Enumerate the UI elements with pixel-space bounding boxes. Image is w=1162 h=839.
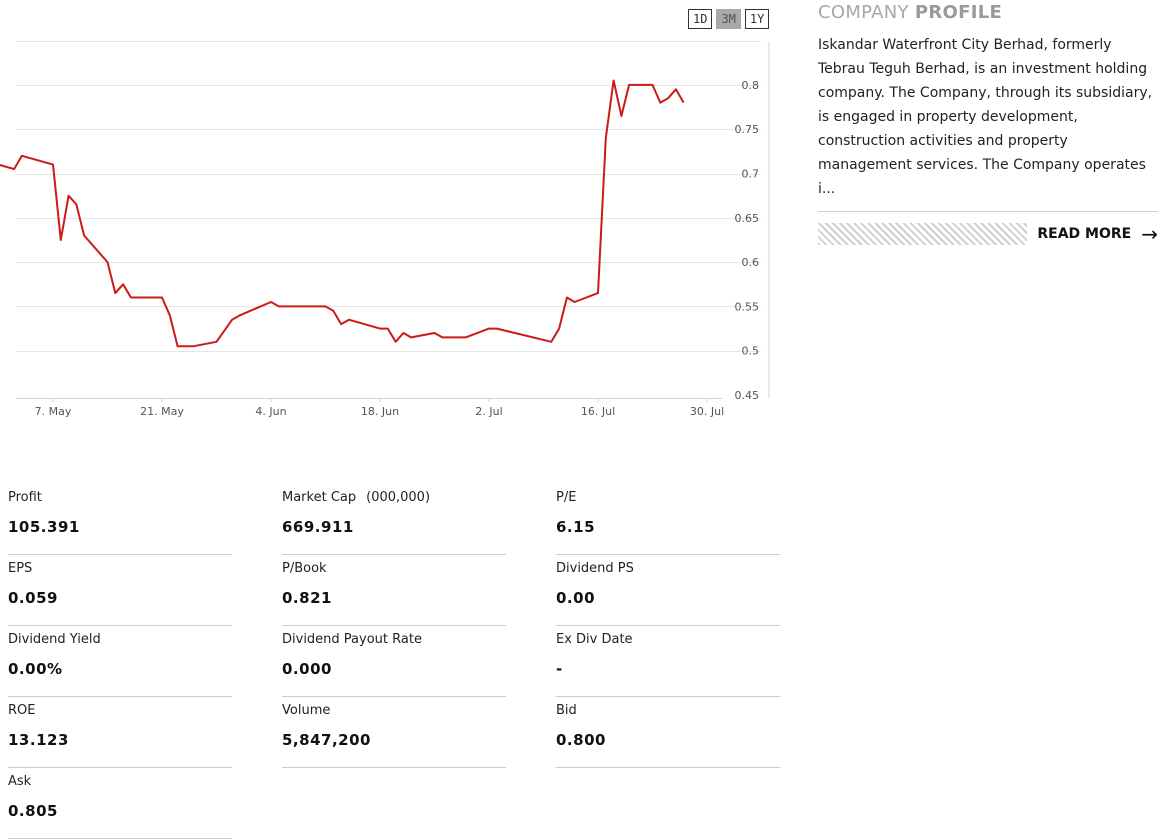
- stat-pbook: P/Book 0.821: [282, 555, 506, 626]
- stat-value: 0.821: [282, 589, 332, 607]
- stat-label-text: Market Cap: [282, 490, 357, 505]
- stat-label: Volume: [282, 703, 331, 718]
- stat-dividend-yield: Dividend Yield 0.00%: [8, 626, 232, 697]
- y-tick-label: 0.45: [735, 389, 760, 402]
- range-1y-button[interactable]: 1Y: [744, 9, 770, 29]
- x-tick-label: 7. May: [35, 405, 72, 418]
- x-tick-label: 18. Jun: [361, 405, 399, 418]
- stat-label: Dividend Yield: [8, 632, 101, 647]
- stat-dividend-ps: Dividend PS 0.00: [556, 555, 780, 626]
- range-3m-button[interactable]: 3M: [716, 9, 741, 29]
- stat-value: 5,847,200: [282, 731, 371, 749]
- x-tick-label: 21. May: [140, 405, 184, 418]
- stat-bid: Bid 0.800: [556, 697, 780, 768]
- stat-value: 0.805: [8, 802, 58, 820]
- stat-label: Ask: [8, 774, 32, 789]
- hatch-pattern: [818, 223, 1028, 245]
- stat-value: 0.800: [556, 731, 606, 749]
- price-series-line: [0, 79, 685, 348]
- stat-label: Dividend Payout Rate: [282, 632, 422, 647]
- stat-value: 6.15: [556, 518, 596, 536]
- profile-divider: [818, 211, 1158, 212]
- stat-pe: P/E 6.15: [556, 484, 780, 555]
- price-chart: 0.45 0.5 0.55 0.6 0.65 0.7 0.75 0.8 7. May 21. M…: [0, 41, 770, 418]
- x-tick-label: 30. Jul: [690, 405, 724, 418]
- y-tick-label: 0.6: [742, 256, 760, 269]
- stat-label: Ex Div Date: [556, 632, 633, 647]
- stat-label: Bid: [556, 703, 577, 718]
- profile-title: COMPANY PROFILE: [818, 2, 1158, 23]
- y-tick-label: 0.75: [735, 123, 760, 136]
- stat-label: P/Book: [282, 561, 327, 576]
- y-tick-label: 0.8: [742, 79, 760, 92]
- stat-value: 105.391: [8, 518, 80, 536]
- chart-grid: [16, 41, 761, 352]
- stat-volume: Volume 5,847,200: [282, 697, 506, 768]
- chart-axes: [16, 42, 770, 399]
- stat-value: 669.911: [282, 518, 354, 536]
- read-more-label: READ MORE: [1037, 226, 1132, 242]
- stat-roe: ROE 13.123: [8, 697, 232, 768]
- x-tick-label: 2. Jul: [475, 405, 502, 418]
- y-tick-label: 0.55: [735, 300, 760, 313]
- stat-unit: (000,000): [366, 490, 431, 505]
- profile-description: Iskandar Waterfront City Berhad, formerl…: [818, 37, 1153, 197]
- stat-value: 13.123: [8, 731, 69, 749]
- range-1d-button[interactable]: 1D: [688, 9, 713, 29]
- profile-title-light: COMPANY: [818, 2, 915, 23]
- x-axis-ticks: 7. May 21. May 4. Jun 18. Jun 2. Jul 16. Jul 3…: [35, 398, 724, 418]
- stat-market-cap: Market Cap (000,000) 669.911: [282, 484, 506, 555]
- read-more-row: READ MORE →: [818, 222, 1158, 246]
- stat-value: 0.000: [282, 660, 332, 678]
- stat-label: Dividend PS: [556, 561, 634, 576]
- stat-label: Profit: [8, 490, 42, 505]
- stat-label: P/E: [556, 490, 577, 505]
- x-tick-label: 16. Jul: [581, 405, 615, 418]
- stat-value: 0.00%: [8, 660, 63, 678]
- range-selector: 1D 3M 1Y: [688, 9, 770, 29]
- stat-ex-div-date: Ex Div Date -: [556, 626, 780, 697]
- stat-label: EPS: [8, 561, 33, 576]
- y-tick-label: 0.65: [735, 212, 760, 225]
- read-more-link[interactable]: READ MORE →: [1037, 224, 1158, 244]
- stat-label: Market Cap (000,000): [282, 490, 430, 505]
- y-tick-label: 0.7: [742, 168, 760, 181]
- stat-value: 0.00: [556, 589, 596, 607]
- stat-profit: Profit 105.391: [8, 484, 232, 555]
- x-tick-label: 4. Jun: [255, 405, 286, 418]
- stat-value: 0.059: [8, 589, 58, 607]
- stat-eps: EPS 0.059: [8, 555, 232, 626]
- arrow-right-icon: →: [1141, 222, 1158, 246]
- company-profile: COMPANY PROFILE Iskandar Waterfront City…: [818, 2, 1158, 246]
- stat-value: -: [556, 660, 563, 678]
- profile-title-bold: PROFILE: [914, 2, 1003, 23]
- stat-ask: Ask 0.805: [8, 768, 232, 839]
- y-axis-ticks: 0.45 0.5 0.55 0.6 0.65 0.7 0.75 0.8: [735, 79, 760, 402]
- y-tick-label: 0.5: [742, 345, 760, 358]
- stat-dividend-payout-rate: Dividend Payout Rate 0.000: [282, 626, 506, 697]
- stat-label: ROE: [8, 703, 36, 718]
- chart-series: [0, 79, 685, 348]
